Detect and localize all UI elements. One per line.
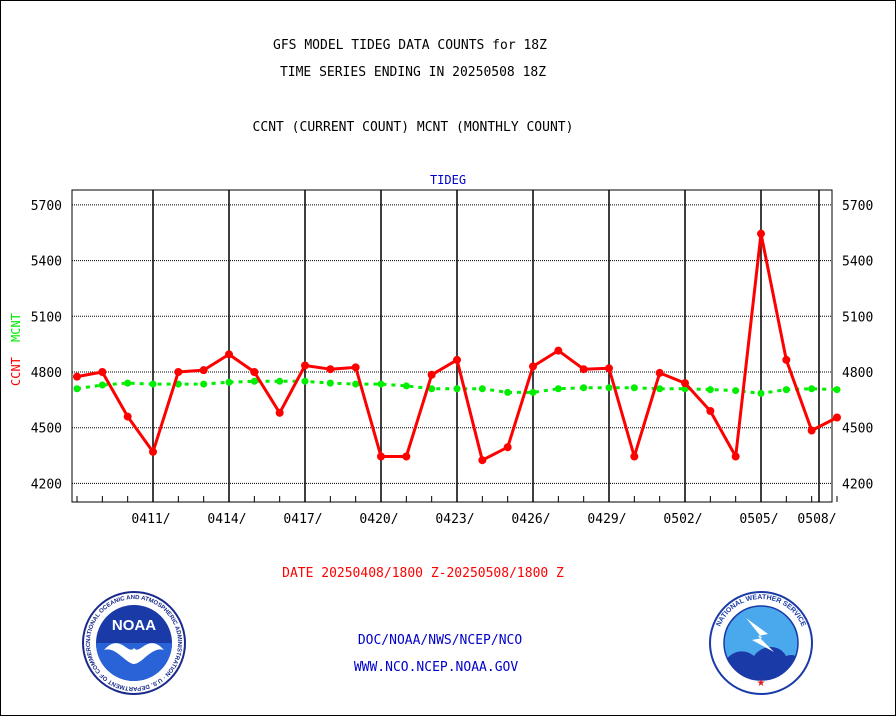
y-tick-label-left: 4800 <box>31 366 62 381</box>
data-point-ccnt <box>605 364 613 373</box>
data-point-mcnt <box>757 389 765 397</box>
data-point-ccnt <box>275 408 284 417</box>
data-point-ccnt <box>529 362 537 371</box>
x-tick-label: 0417/ <box>283 512 322 527</box>
website-link[interactable]: WWW.NCO.NCEP.NOAA.GOV <box>353 660 519 675</box>
data-point-mcnt <box>124 379 132 387</box>
y-axis-label-ccnt: CCNT <box>9 357 23 386</box>
data-point-mcnt <box>504 388 512 396</box>
data-point-mcnt <box>554 385 562 393</box>
x-tick-label: 0502/ <box>663 512 702 527</box>
y-axis-label-mcnt: MCNT <box>9 313 23 342</box>
y-tick-label-right: 4200 <box>842 477 873 492</box>
data-point-mcnt <box>301 377 309 385</box>
data-point-ccnt <box>731 452 740 461</box>
x-tick-label: 0411/ <box>131 512 170 527</box>
date-range-label: DATE 20250408/1800 Z-20250508/1800 Z <box>282 566 564 581</box>
data-point-ccnt <box>807 426 816 435</box>
data-point-ccnt <box>681 379 689 388</box>
data-point-mcnt <box>250 377 258 385</box>
x-tick-label: 0420/ <box>359 512 398 527</box>
data-point-ccnt <box>98 368 107 376</box>
data-point-ccnt <box>225 350 233 359</box>
x-tick-label: 0505/ <box>739 512 778 527</box>
data-point-ccnt <box>123 412 132 421</box>
data-point-ccnt <box>478 456 487 465</box>
data-point-mcnt <box>428 385 436 393</box>
data-point-ccnt <box>503 443 512 452</box>
data-point-mcnt <box>529 388 537 396</box>
data-point-ccnt <box>630 452 639 461</box>
data-point-mcnt <box>782 386 790 394</box>
data-point-ccnt <box>782 355 791 364</box>
chart-title-line2: TIME SERIES ENDING IN 20250508 18Z <box>279 65 547 80</box>
panel-label: TIDEG <box>430 173 466 187</box>
y-tick-label-right: 4500 <box>842 422 873 437</box>
data-point-ccnt <box>706 407 715 415</box>
x-tick-label: 0429/ <box>587 512 626 527</box>
data-point-mcnt <box>98 381 106 389</box>
data-point-mcnt <box>149 380 157 388</box>
data-point-ccnt <box>453 355 461 364</box>
data-point-ccnt <box>833 413 841 422</box>
y-tick-label-right: 5700 <box>842 199 873 214</box>
data-point-ccnt <box>149 447 157 456</box>
data-point-mcnt <box>605 384 613 392</box>
x-tick-label: 0426/ <box>511 512 550 527</box>
y-tick-label-right: 5400 <box>842 255 873 270</box>
x-tick-label: 0414/ <box>207 512 246 527</box>
data-point-ccnt <box>174 368 183 376</box>
y-tick-label-left: 4500 <box>31 422 62 437</box>
data-point-ccnt <box>301 361 309 370</box>
data-point-mcnt <box>402 382 410 390</box>
data-point-ccnt <box>377 452 385 461</box>
data-point-ccnt <box>757 229 765 238</box>
org-line: DOC/NOAA/NWS/NCEP/NCO <box>357 633 523 648</box>
data-point-ccnt <box>199 366 208 375</box>
y-tick-label-right: 5100 <box>842 310 873 325</box>
data-point-mcnt <box>580 384 588 392</box>
data-point-ccnt <box>73 372 81 381</box>
chart-title-line1: GFS MODEL TIDEG DATA COUNTS for 18Z <box>273 38 547 53</box>
data-point-mcnt <box>276 377 284 385</box>
data-point-ccnt <box>427 370 436 379</box>
data-point-mcnt <box>377 380 385 388</box>
plot-frame <box>71 189 833 503</box>
data-point-ccnt <box>402 452 411 461</box>
data-point-mcnt <box>833 386 841 394</box>
data-point-mcnt <box>225 378 233 386</box>
data-point-ccnt <box>326 365 335 374</box>
x-tick-label: 0423/ <box>435 512 474 527</box>
data-point-mcnt <box>656 385 664 393</box>
noaa-logo-icon: NOAA NATIONAL OCEANIC AND ATMOSPHERIC AD… <box>82 590 186 695</box>
y-tick-label-left: 5700 <box>31 199 62 214</box>
data-point-mcnt <box>453 385 461 393</box>
x-tick-label: 0508/ <box>797 512 836 527</box>
data-point-ccnt <box>579 365 588 374</box>
data-point-mcnt <box>630 384 638 392</box>
data-point-mcnt <box>326 379 334 387</box>
data-point-mcnt <box>808 385 816 393</box>
data-point-ccnt <box>554 346 563 355</box>
y-tick-label-left: 5100 <box>31 310 62 325</box>
data-point-mcnt <box>706 386 714 394</box>
data-point-mcnt <box>352 380 360 388</box>
data-point-mcnt <box>200 380 208 388</box>
y-tick-label-left: 4200 <box>31 477 62 492</box>
chart-subtitle: CCNT (CURRENT COUNT) MCNT (MONTHLY COUNT… <box>252 120 574 135</box>
noaa-logo-label: NOAA <box>112 617 156 634</box>
y-tick-label-right: 4800 <box>842 366 873 381</box>
y-tick-label-left: 5400 <box>31 255 62 270</box>
data-point-ccnt <box>655 368 664 377</box>
data-point-mcnt <box>732 387 740 395</box>
data-point-ccnt <box>351 363 360 372</box>
nws-star-icon: ★ <box>757 678 766 689</box>
nws-logo-icon: ★ NATIONAL WEATHER SERVICE <box>709 591 813 695</box>
data-point-mcnt <box>478 385 486 393</box>
data-point-mcnt <box>73 385 81 393</box>
data-point-ccnt <box>250 368 259 376</box>
